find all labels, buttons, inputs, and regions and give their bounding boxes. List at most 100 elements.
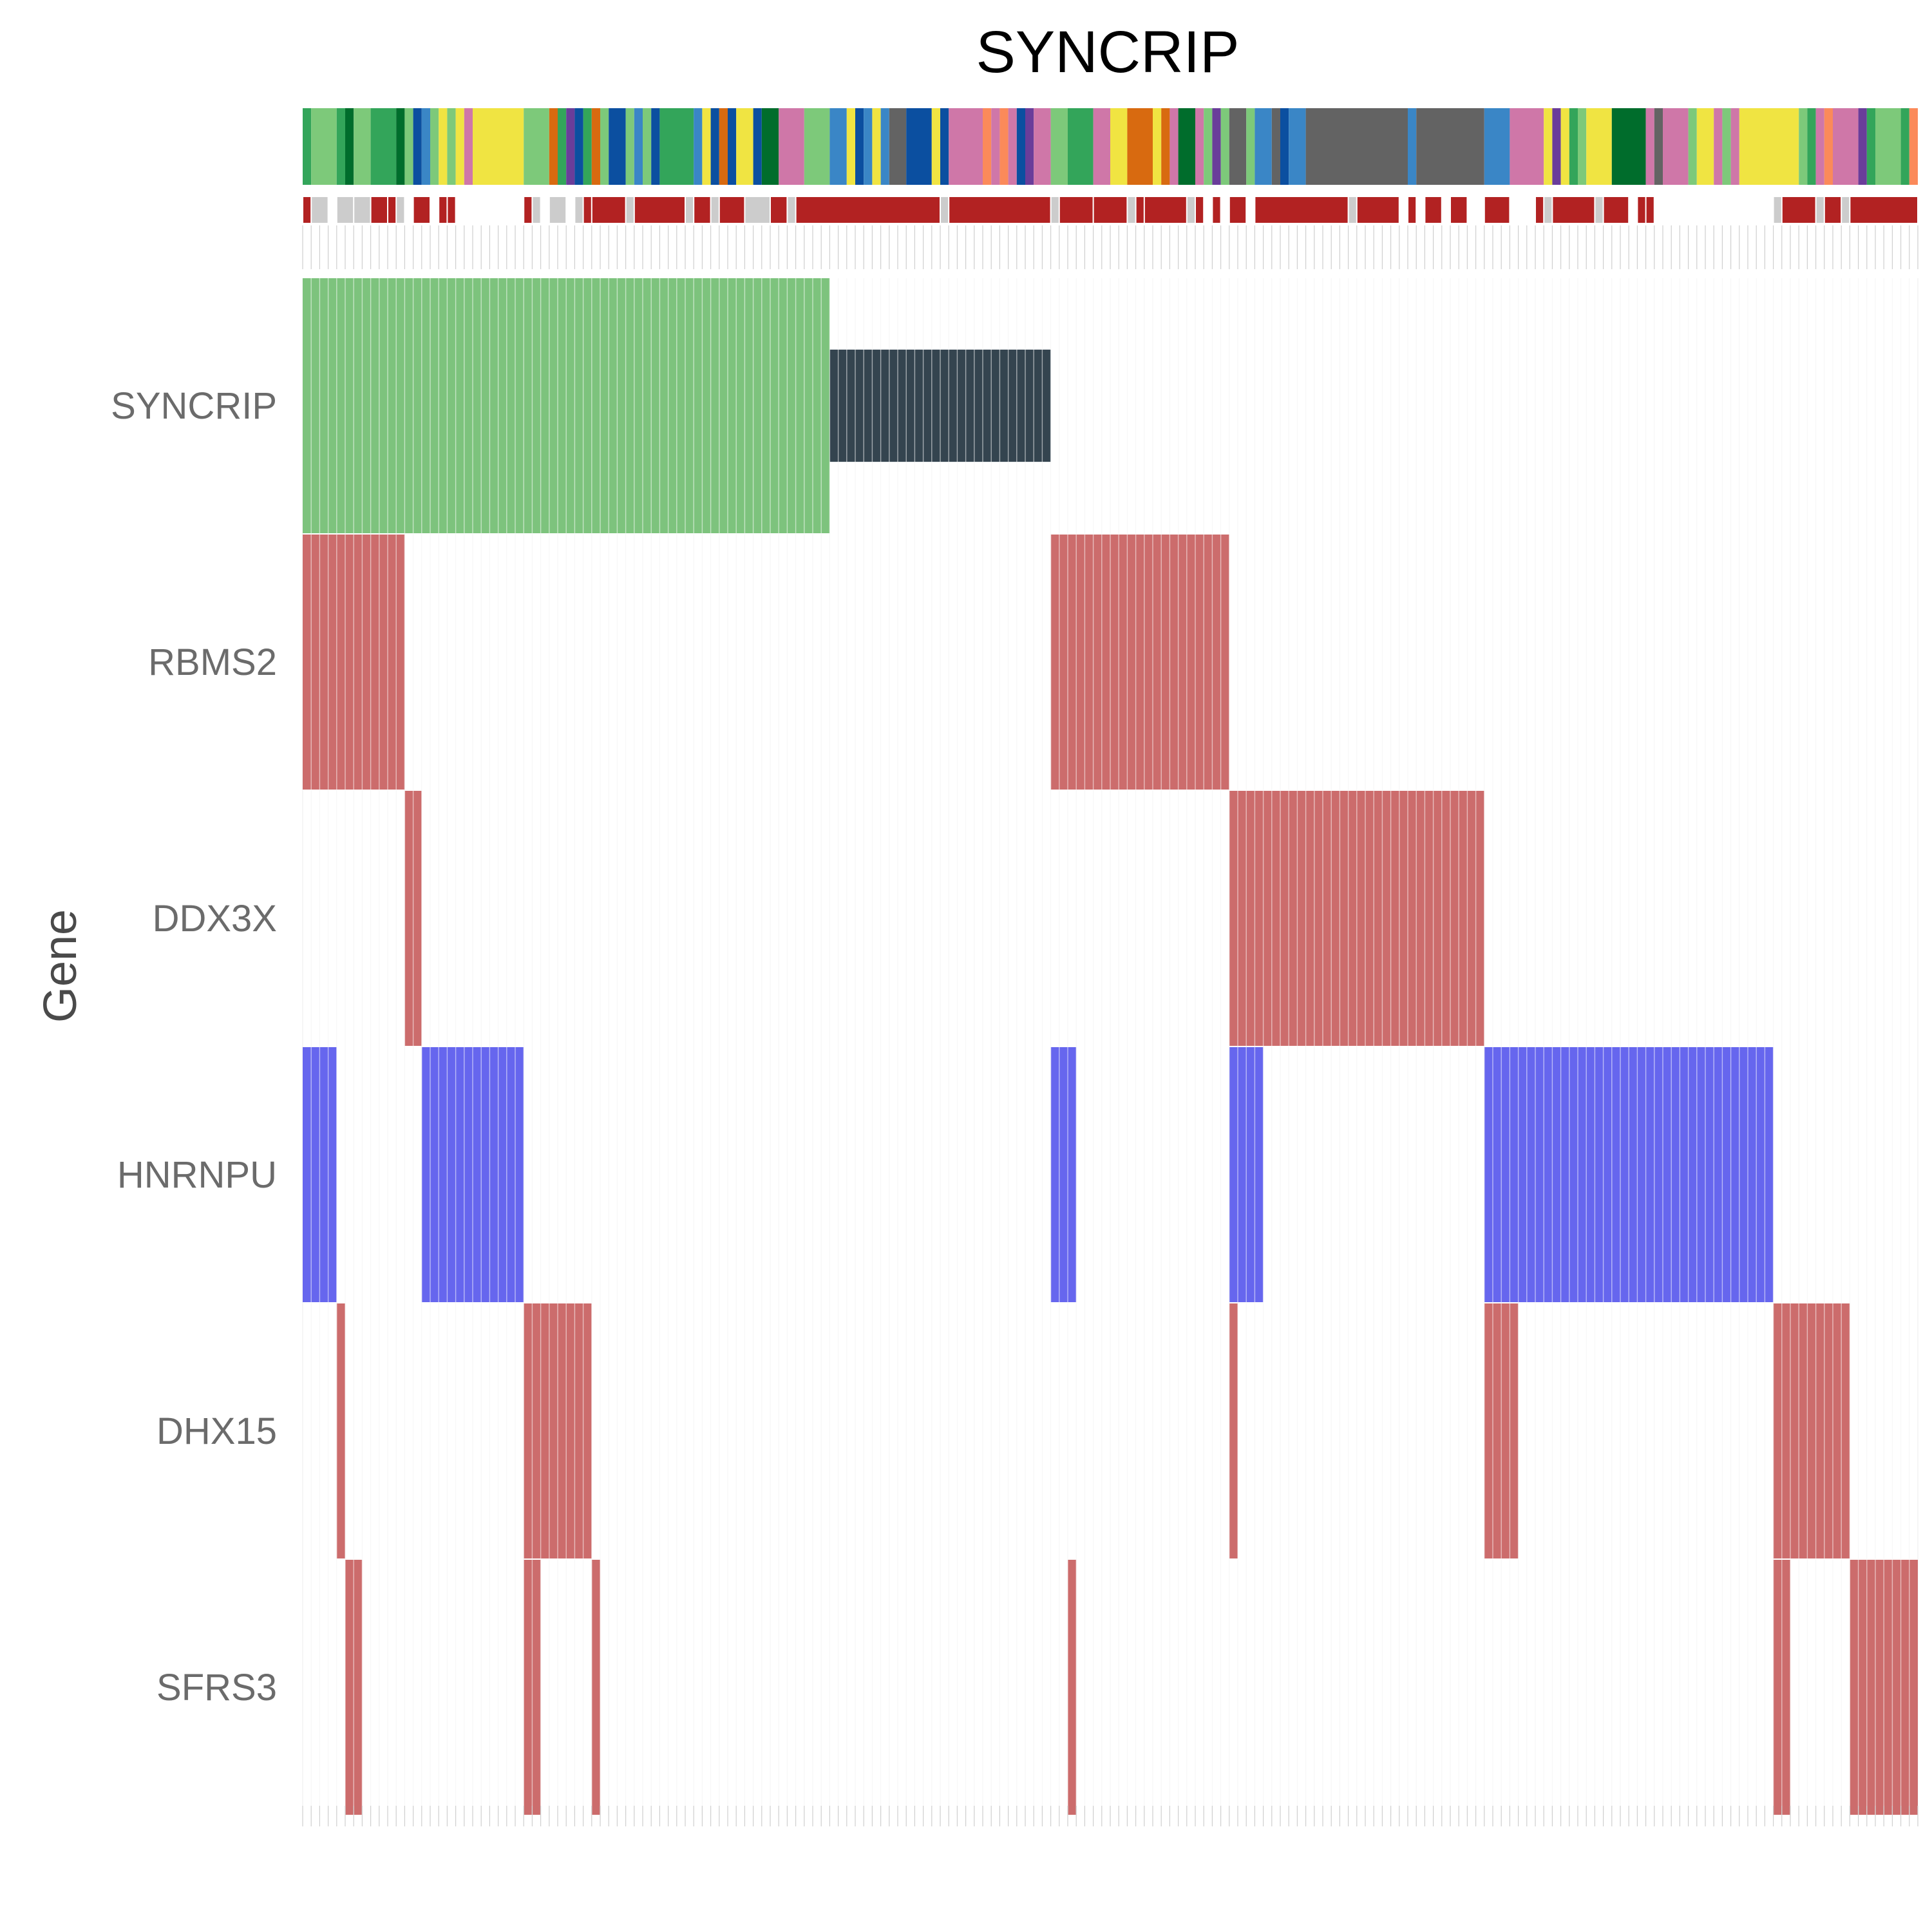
annotation-1-segment	[983, 108, 992, 185]
annotation-1-segment	[855, 108, 864, 185]
annotation-2-segment	[1638, 197, 1645, 223]
annotation-1-segment	[455, 108, 464, 185]
annotation-1-segment	[354, 108, 371, 185]
annotation-1-segment	[999, 108, 1009, 185]
annotation-1-segment	[464, 108, 473, 185]
alteration-block-dhx15	[336, 1303, 345, 1558]
annotation-2-segment	[634, 197, 685, 223]
annotation-2-segment	[1782, 197, 1815, 223]
annotation-1-segment	[906, 108, 932, 185]
annotation-2-segment	[949, 197, 1050, 223]
alteration-block-dhx15	[1773, 1303, 1850, 1558]
annotation-2-segment	[694, 197, 710, 223]
annotation-1-segment	[710, 108, 719, 185]
annotation-2-segment	[796, 197, 940, 223]
annotation-2-segment	[1425, 197, 1441, 223]
annotation-1-segment	[1578, 108, 1587, 185]
annotation-2-segment	[771, 197, 787, 223]
annotation-1-segment	[1153, 108, 1162, 185]
annotation-1-segment	[1178, 108, 1195, 185]
annotation-1-segment	[1212, 108, 1221, 185]
gene-label: SYNCRIP	[111, 385, 277, 427]
annotation-1-segment	[736, 108, 753, 185]
annotation-1-segment	[1696, 108, 1714, 185]
annotation-1-segment	[1815, 108, 1824, 185]
alteration-block-dhx15	[1229, 1303, 1238, 1558]
annotation-1-segment	[1909, 108, 1918, 185]
annotation-1-segment	[1560, 108, 1569, 185]
annotation-1-segment	[991, 108, 1000, 185]
annotation-1-segment	[1305, 108, 1408, 185]
annotation-1-segment	[1204, 108, 1213, 185]
annotation-1-segment	[1739, 108, 1799, 185]
annotation-2-segment	[354, 197, 370, 223]
annotation-1-segment	[413, 108, 422, 185]
annotation-1-segment	[609, 108, 626, 185]
annotation-1-segment	[1552, 108, 1561, 185]
annotation-1-segment	[591, 108, 600, 185]
annotation-1-segment	[1246, 108, 1255, 185]
annotation-1-segment	[1289, 108, 1306, 185]
annotation-2-segment	[1595, 197, 1603, 223]
annotation-1-segment	[447, 108, 456, 185]
sample-separators	[310, 278, 1910, 1815]
annotation-2-segment	[1136, 197, 1144, 223]
annotation-2-segment	[1824, 197, 1841, 223]
annotation-1-segment	[1050, 108, 1068, 185]
annotation-1-segment	[1161, 108, 1170, 185]
annotation-1-segment	[1688, 108, 1697, 185]
annotation-1-segment	[566, 108, 575, 185]
annotation-1-segment	[761, 108, 779, 185]
alteration-block-sfrs3	[1068, 1560, 1077, 1815]
annotation-2-segment	[1553, 197, 1595, 223]
annotation-2-segment	[1816, 197, 1824, 223]
annotation-2-segment	[388, 197, 396, 223]
annotation-2-segment	[941, 197, 949, 223]
annotation-2-segment	[1774, 197, 1781, 223]
annotation-1-segment	[702, 108, 711, 185]
gene-label: HNRNPU	[117, 1154, 277, 1196]
annotation-1-segment	[872, 108, 881, 185]
gene-label: SFRS3	[156, 1667, 277, 1709]
annotation-2-segment	[549, 197, 566, 223]
annotation-1-segment	[634, 108, 643, 185]
gene-labels: SYNCRIP RBMS2 DDX3X HNRNPU DHX15 SFRS3	[111, 385, 277, 1709]
annotation-1-segment	[549, 108, 558, 185]
annotation-2-segment	[303, 197, 311, 223]
alteration-block-sfrs3	[591, 1560, 600, 1815]
annotation-1-segment	[1484, 108, 1510, 185]
annotation-2-segment	[788, 197, 795, 223]
annotation-1-segment	[829, 108, 847, 185]
annotation-1-segment	[1220, 108, 1229, 185]
annotation-2-segment	[686, 197, 694, 223]
alteration-block-rbms2	[1050, 535, 1229, 790]
annotation-1-segment	[779, 108, 804, 185]
annotation-1-segment	[439, 108, 448, 185]
bottom-ticks	[302, 225, 1918, 1826]
annotation-2-segment	[1451, 197, 1467, 223]
annotation-1-segment	[473, 108, 524, 185]
annotation-1-segment	[728, 108, 737, 185]
annotation-1-segment	[524, 108, 549, 185]
annotation-1-segment	[1833, 108, 1859, 185]
annotation-1-segment	[311, 108, 337, 185]
annotation-1-segment	[1569, 108, 1578, 185]
annotation-1-segment	[694, 108, 703, 185]
annotation-1-segment	[1008, 108, 1017, 185]
annotation-1-segment	[303, 108, 312, 185]
chart-title: SYNCRIP	[976, 19, 1240, 85]
annotation-2-segment	[397, 197, 404, 223]
annotation-1-segment	[1110, 108, 1128, 185]
annotation-2-segment	[1051, 197, 1059, 223]
annotation-1-segment	[949, 108, 983, 185]
annotation-2-segment	[592, 197, 625, 223]
annotation-1-segment	[1093, 108, 1110, 185]
annotation-1-segment	[1229, 108, 1247, 185]
annotation-2-segment	[719, 197, 744, 223]
annotation-1-segment	[1408, 108, 1417, 185]
annotation-2-segment	[711, 197, 719, 223]
annotation-2-segment	[1484, 197, 1510, 223]
annotation-1-segment	[1127, 108, 1153, 185]
annotation-1-segment	[1195, 108, 1204, 185]
annotation-1-segment	[404, 108, 413, 185]
